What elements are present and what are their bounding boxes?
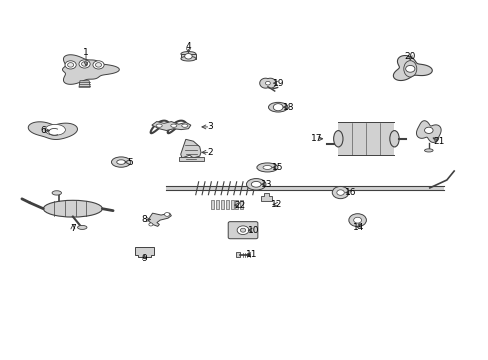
Circle shape [336, 190, 344, 195]
Ellipse shape [263, 166, 271, 170]
Text: 3: 3 [207, 122, 213, 131]
Polygon shape [179, 157, 203, 161]
Polygon shape [148, 213, 171, 226]
Circle shape [348, 214, 366, 226]
Text: 20: 20 [404, 52, 415, 61]
Ellipse shape [45, 124, 65, 135]
Circle shape [237, 226, 248, 235]
Polygon shape [416, 121, 440, 143]
Circle shape [331, 186, 348, 199]
Ellipse shape [389, 131, 398, 147]
Ellipse shape [156, 124, 162, 127]
Polygon shape [221, 199, 224, 209]
Text: 5: 5 [127, 158, 133, 167]
Circle shape [67, 63, 74, 67]
Circle shape [148, 223, 153, 226]
Ellipse shape [246, 179, 265, 190]
Polygon shape [260, 193, 272, 201]
Ellipse shape [181, 51, 196, 56]
Text: 14: 14 [353, 223, 364, 232]
Text: 11: 11 [245, 250, 257, 259]
Text: 19: 19 [272, 79, 284, 88]
Polygon shape [216, 199, 219, 209]
Polygon shape [259, 78, 276, 88]
Circle shape [353, 217, 361, 223]
Polygon shape [236, 252, 239, 257]
Text: 10: 10 [247, 226, 259, 235]
Ellipse shape [403, 60, 416, 77]
Polygon shape [235, 199, 238, 209]
Ellipse shape [268, 102, 287, 112]
Ellipse shape [256, 163, 277, 172]
Circle shape [95, 63, 102, 67]
Circle shape [240, 228, 245, 232]
Text: 1: 1 [83, 48, 89, 57]
Polygon shape [240, 199, 243, 209]
Polygon shape [211, 199, 214, 209]
Text: 17: 17 [310, 134, 322, 143]
Text: 4: 4 [185, 42, 191, 51]
Polygon shape [152, 122, 190, 131]
Text: 6: 6 [41, 126, 46, 135]
Circle shape [273, 104, 283, 111]
Ellipse shape [333, 131, 342, 147]
Text: 22: 22 [234, 201, 245, 210]
Ellipse shape [111, 157, 130, 167]
Text: 16: 16 [345, 188, 356, 197]
Polygon shape [79, 81, 90, 87]
Circle shape [265, 81, 270, 85]
Polygon shape [181, 139, 201, 158]
Circle shape [81, 62, 87, 66]
Polygon shape [181, 54, 196, 59]
Polygon shape [166, 186, 444, 190]
Text: 13: 13 [260, 180, 272, 189]
Text: 2: 2 [207, 148, 213, 157]
Text: 9: 9 [142, 255, 147, 264]
Polygon shape [225, 199, 228, 209]
Text: 7: 7 [70, 224, 76, 233]
Ellipse shape [43, 200, 102, 217]
Polygon shape [230, 199, 233, 209]
Circle shape [424, 127, 432, 134]
Ellipse shape [170, 124, 177, 127]
Ellipse shape [182, 124, 187, 127]
Ellipse shape [52, 191, 61, 195]
Polygon shape [28, 122, 77, 139]
Circle shape [93, 61, 104, 69]
Ellipse shape [424, 149, 432, 152]
Circle shape [65, 61, 76, 69]
Circle shape [79, 60, 90, 68]
Ellipse shape [181, 56, 196, 61]
Ellipse shape [117, 160, 125, 164]
Text: 18: 18 [282, 103, 294, 112]
Text: 15: 15 [271, 163, 283, 172]
Ellipse shape [251, 181, 261, 187]
FancyBboxPatch shape [228, 222, 257, 239]
Circle shape [405, 66, 414, 72]
Polygon shape [338, 122, 394, 155]
Polygon shape [135, 247, 154, 257]
Polygon shape [392, 55, 431, 81]
Ellipse shape [78, 225, 87, 229]
Circle shape [164, 212, 169, 216]
Polygon shape [62, 55, 119, 84]
Circle shape [184, 54, 192, 59]
Text: 8: 8 [142, 215, 147, 224]
Text: 12: 12 [270, 200, 281, 209]
Text: 21: 21 [433, 137, 444, 146]
